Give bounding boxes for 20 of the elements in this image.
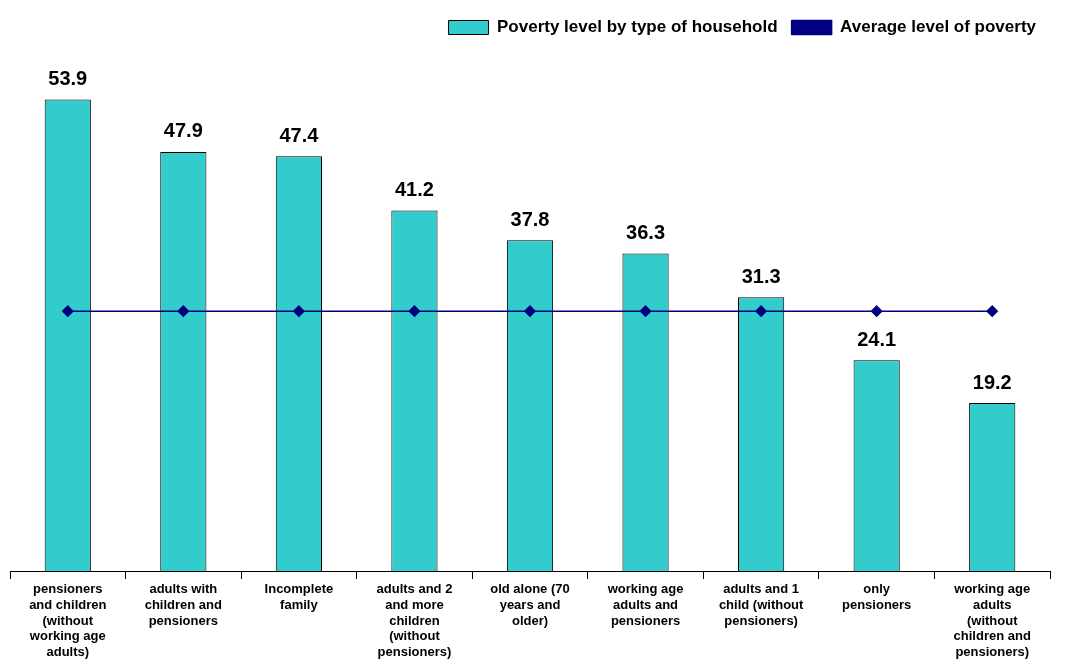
legend-label: Poverty level by type of household: [497, 17, 778, 37]
x-tick-label: adults with children and pensioners: [144, 581, 223, 628]
data-label: 24.1: [857, 327, 897, 350]
x-tick-label: working age adults (without children and pensioners): [953, 581, 1031, 659]
x-tick-label: pensioners and children (without working age adults): [28, 581, 107, 659]
data-label: 31.3: [741, 264, 781, 287]
legend-label: Average level of poverty: [840, 17, 1037, 37]
x-tick-label: adults and 2 and more children (without pensioners): [376, 581, 453, 659]
data-label: 36.3: [626, 220, 666, 243]
x-tick-label: working age adults and pensioners: [606, 581, 684, 628]
data-label: 47.4: [279, 123, 320, 146]
data-label: 41.2: [394, 178, 434, 201]
x-tick-label: only pensioners: [841, 581, 912, 612]
data-label: 53.9: [48, 66, 88, 89]
x-tick-label: adults and 1 child (without pensioners): [718, 581, 805, 628]
data-label: 19.2: [972, 370, 1012, 393]
data-label: 47.9: [163, 119, 203, 142]
x-tick-label: Incomplete family: [264, 581, 334, 612]
data-label: 37.8: [510, 207, 550, 230]
x-tick-label: old alone (70 years and older): [490, 581, 570, 628]
